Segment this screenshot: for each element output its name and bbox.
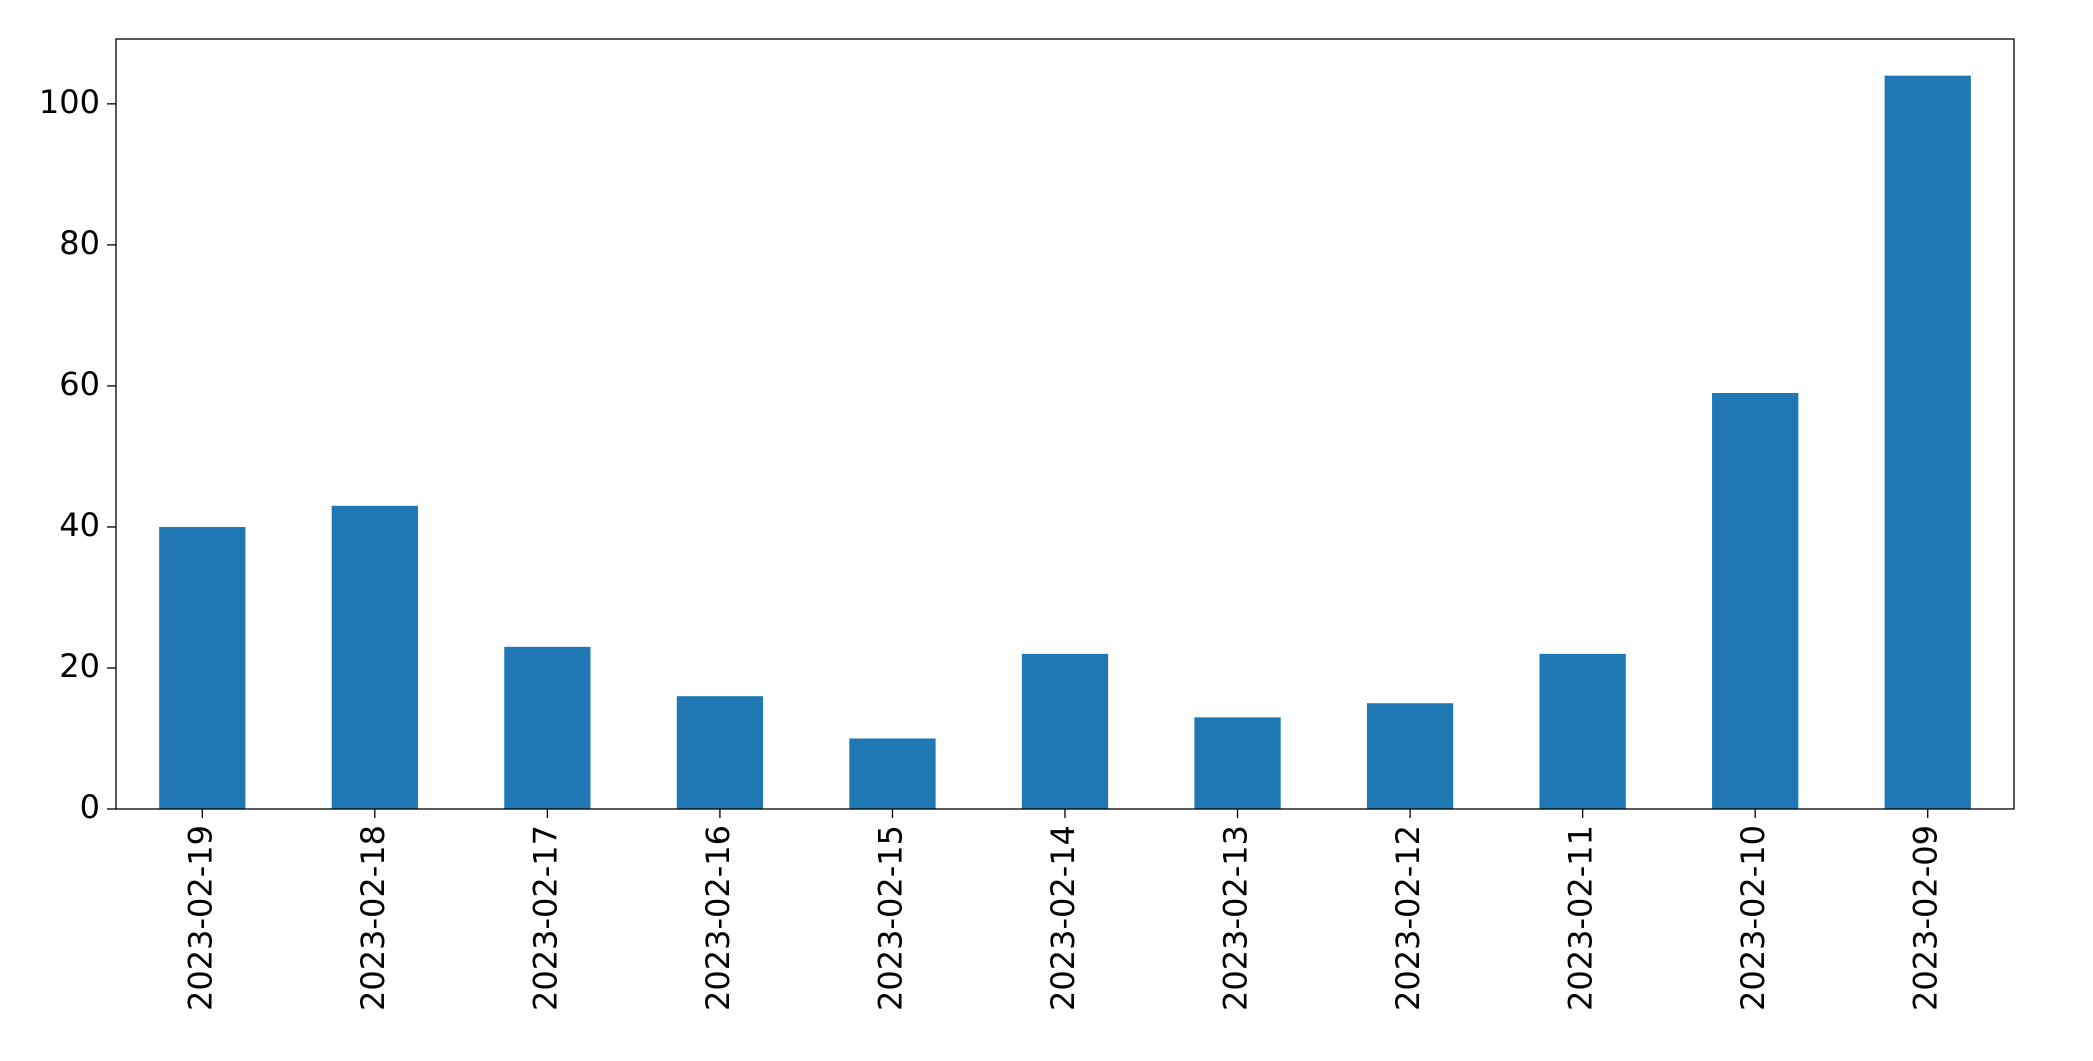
x-tick-label: 2023-02-12 xyxy=(1389,825,1427,1011)
x-tick-label: 2023-02-10 xyxy=(1734,825,1772,1011)
x-tick-label: 2023-02-17 xyxy=(526,825,564,1011)
bar xyxy=(1712,392,1799,809)
bar xyxy=(1194,717,1281,809)
y-tick-label: 0 xyxy=(80,788,100,826)
bar xyxy=(504,646,591,809)
y-tick-label: 60 xyxy=(59,365,100,403)
x-tick-label: 2023-02-09 xyxy=(1907,825,1945,1011)
x-tick-label: 2023-02-13 xyxy=(1217,825,1255,1011)
x-tick-label: 2023-02-15 xyxy=(871,825,909,1011)
bar xyxy=(331,505,418,809)
bar xyxy=(676,696,764,809)
x-tick-label: 2023-02-19 xyxy=(181,825,219,1011)
x-tick-label: 2023-02-18 xyxy=(354,825,392,1011)
x-tick-label: 2023-02-11 xyxy=(1562,825,1600,1011)
y-tick-label: 40 xyxy=(59,506,100,544)
bar xyxy=(1884,75,1971,809)
bar xyxy=(1366,703,1454,809)
axes-frame xyxy=(115,38,2015,810)
bar xyxy=(159,526,246,809)
x-tick-label: 2023-02-14 xyxy=(1044,825,1082,1011)
bar xyxy=(1021,653,1109,809)
x-tick-label: 2023-02-16 xyxy=(699,825,737,1011)
bar xyxy=(849,738,936,809)
y-tick-label: 20 xyxy=(59,647,100,685)
bar xyxy=(1539,653,1626,809)
y-tick-label: 100 xyxy=(39,83,100,121)
y-tick-label: 80 xyxy=(59,224,100,262)
